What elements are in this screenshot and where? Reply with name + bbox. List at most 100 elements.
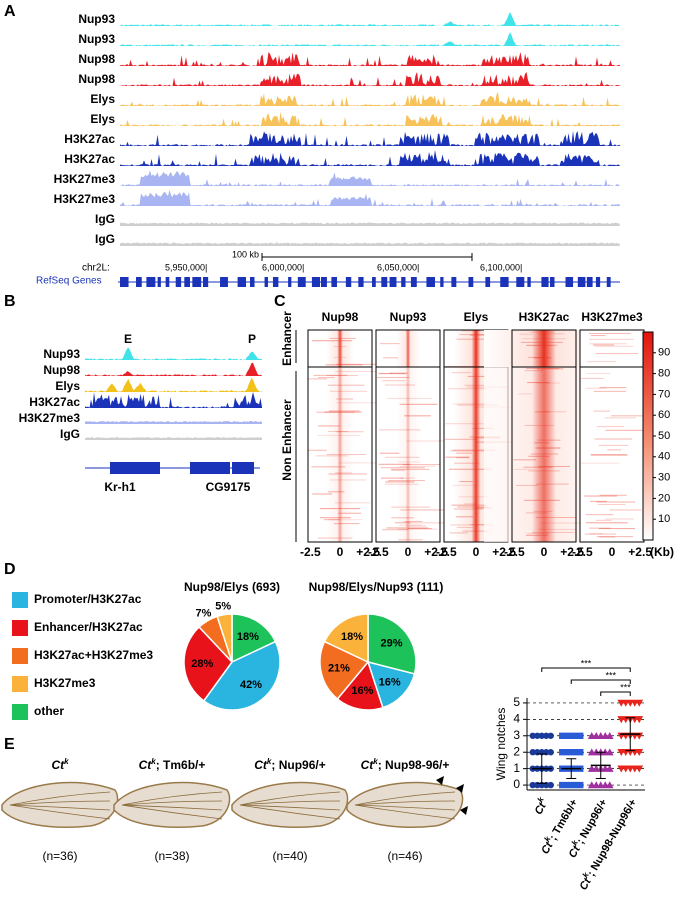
heatmap-streak bbox=[336, 363, 380, 365]
gene-exon bbox=[606, 277, 611, 287]
heatmap-streak bbox=[391, 517, 414, 519]
heatmap-streak bbox=[596, 426, 625, 428]
heatmap-streak bbox=[589, 338, 634, 340]
signal-track bbox=[120, 92, 620, 106]
heatmap-streak bbox=[589, 533, 603, 535]
x-tick-label: -2.5 bbox=[504, 545, 525, 559]
heatmap-streak bbox=[611, 415, 651, 417]
gene-exon bbox=[468, 277, 474, 287]
pie-slice bbox=[336, 660, 384, 711]
heatmap-streak bbox=[462, 530, 490, 532]
heatmap-streak bbox=[609, 509, 642, 511]
heatmap-streak bbox=[324, 411, 362, 413]
gene-name: CG9175 bbox=[206, 480, 251, 494]
heatmap-streak bbox=[598, 528, 636, 530]
significance-label: *** bbox=[581, 658, 592, 668]
heatmap-streak bbox=[400, 477, 415, 479]
heatmap-streak bbox=[457, 506, 488, 508]
gene-exon bbox=[401, 277, 406, 287]
genotype-base: Ct bbox=[254, 758, 268, 772]
heatmap-streak bbox=[520, 341, 563, 343]
heatmap-streak bbox=[403, 415, 431, 417]
gene-exon bbox=[541, 277, 549, 287]
signal-track bbox=[120, 130, 620, 146]
heatmap-streak bbox=[580, 462, 620, 464]
signal-track bbox=[120, 12, 620, 26]
heatmap-streak bbox=[595, 353, 639, 355]
heatmap-streak bbox=[405, 522, 447, 524]
heatmap-streak bbox=[397, 528, 438, 530]
pie-label: 7% bbox=[196, 608, 212, 620]
panel-label: C bbox=[274, 293, 286, 310]
track-name: Elys bbox=[55, 379, 80, 393]
data-point bbox=[529, 732, 554, 739]
heatmap-streak bbox=[605, 429, 650, 431]
heatmap-streak bbox=[524, 499, 560, 501]
heatmap-streak bbox=[319, 517, 351, 519]
gene-exon bbox=[110, 462, 150, 474]
arrowhead bbox=[436, 776, 444, 785]
heatmap-streak bbox=[592, 344, 615, 346]
x-tick-label: 0 bbox=[337, 545, 344, 559]
heatmap-streak bbox=[456, 516, 474, 518]
heatmap-streak bbox=[404, 521, 423, 523]
heatmap-streak bbox=[327, 491, 345, 493]
heatmap-streak bbox=[308, 378, 328, 380]
heatmap-streak bbox=[376, 376, 410, 378]
heatmap-streak bbox=[388, 480, 425, 482]
gene-exon bbox=[311, 277, 320, 287]
heatmap-streak bbox=[336, 398, 353, 400]
pie-slice bbox=[183, 625, 233, 702]
heatmap-streak bbox=[383, 357, 399, 359]
gene-exon bbox=[192, 277, 202, 287]
heatmap-streak bbox=[382, 529, 409, 531]
heatmap-streak bbox=[325, 364, 363, 366]
wing-vein bbox=[354, 800, 456, 806]
heatmap-streak bbox=[312, 340, 353, 342]
x-tick-label: -2.5 bbox=[572, 545, 593, 559]
error-bar bbox=[625, 717, 636, 752]
data-point bbox=[617, 749, 644, 757]
heatmap-streak bbox=[534, 447, 562, 449]
arrowhead bbox=[460, 806, 468, 815]
x-tick-label: 0 bbox=[609, 545, 616, 559]
heatmap-streak bbox=[469, 524, 486, 526]
heatmap-streak bbox=[335, 502, 371, 504]
gene-exon bbox=[175, 277, 182, 287]
gene-exon bbox=[250, 277, 255, 287]
y-tick-label: 3 bbox=[513, 728, 520, 742]
pie-title: Nup98/Elys/Nup93 (111) bbox=[309, 580, 444, 594]
colorbar bbox=[642, 331, 654, 541]
legend-label: Promoter/H3K27ac bbox=[34, 592, 142, 606]
heatmap-frame bbox=[307, 329, 373, 543]
gene-exon bbox=[527, 277, 531, 287]
heatmap-streak bbox=[540, 522, 582, 524]
heatmap-streak bbox=[456, 338, 500, 340]
heatmap-streak bbox=[597, 504, 626, 506]
heatmap-streak bbox=[445, 456, 470, 458]
heatmap-streak bbox=[518, 393, 532, 395]
heatmap-streak bbox=[379, 343, 400, 345]
data-point bbox=[529, 749, 554, 756]
gene-exon bbox=[331, 277, 337, 287]
heatmap-streak bbox=[538, 333, 565, 335]
column-title: H3K27me3 bbox=[581, 310, 643, 324]
heatmap-streak bbox=[580, 377, 604, 379]
heatmap-streak bbox=[450, 524, 494, 526]
error-bar bbox=[566, 758, 577, 779]
n-label: (n=46) bbox=[387, 849, 422, 863]
heatmap-streak bbox=[445, 438, 478, 440]
panel-label: D bbox=[4, 561, 16, 578]
heatmap-streak bbox=[384, 384, 416, 386]
track-name: Elys bbox=[90, 92, 115, 106]
wing-vein bbox=[239, 800, 341, 806]
heatmap-streak bbox=[594, 345, 634, 347]
heatmap-frame bbox=[375, 329, 441, 543]
heatmap-streak bbox=[586, 387, 607, 389]
track-name: IgG bbox=[60, 427, 80, 441]
track-name: IgG bbox=[95, 212, 115, 226]
wing bbox=[346, 781, 464, 828]
heatmap-streak bbox=[391, 469, 405, 471]
genotype: Ctk; Nup96/+ bbox=[254, 757, 325, 773]
colorbar-label: 90 bbox=[658, 347, 670, 359]
